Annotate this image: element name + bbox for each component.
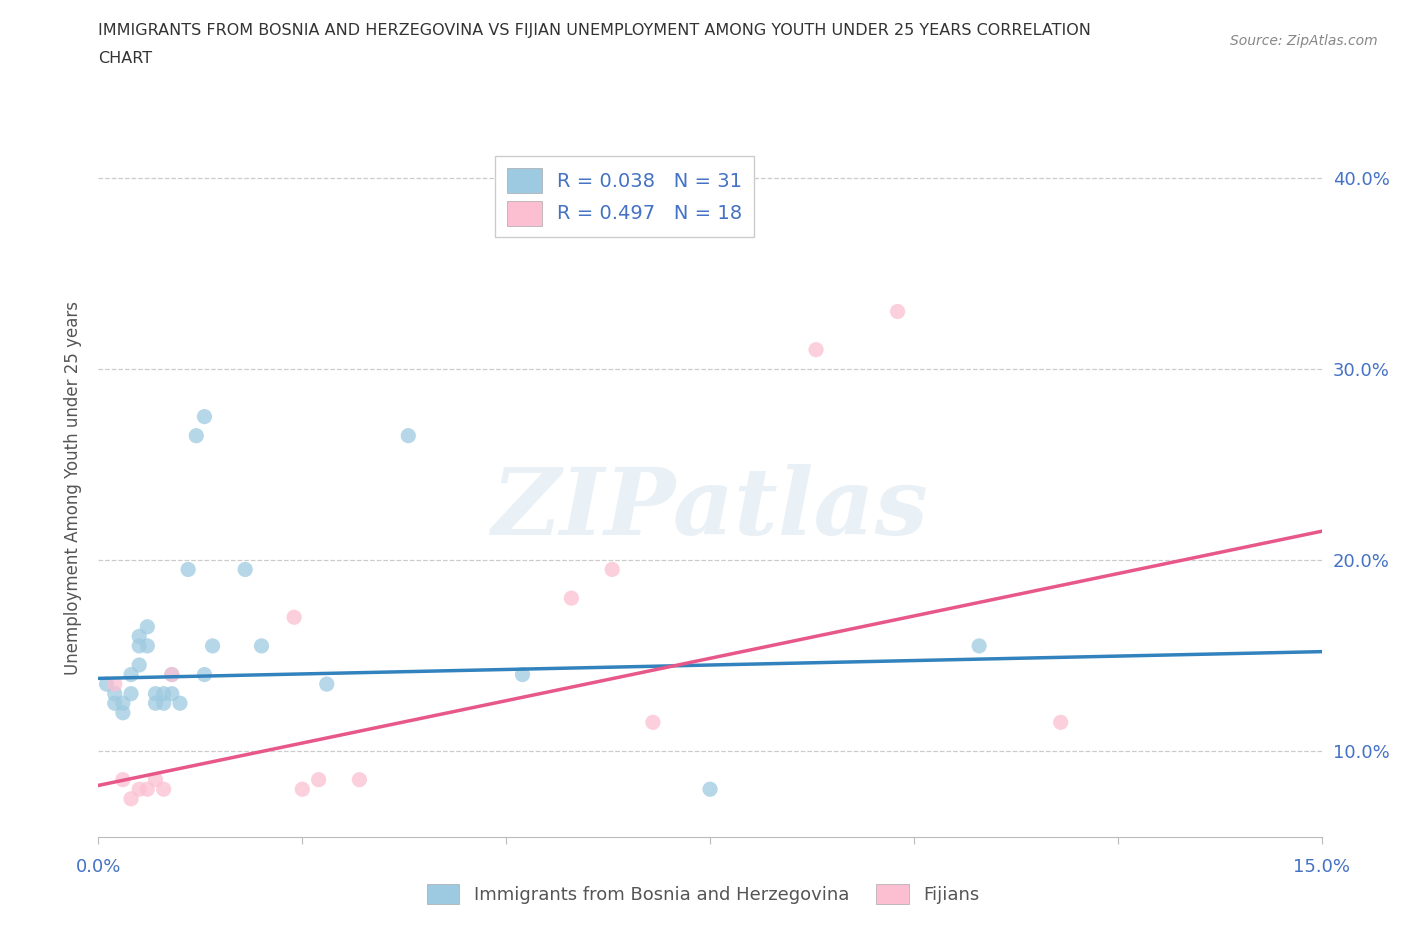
Point [145, 686, 167, 701]
Text: 0.0%: 0.0% [76, 857, 121, 876]
Text: IMMIGRANTS FROM BOSNIA AND HERZEGOVINA VS FIJIAN UNEMPLOYMENT AMONG YOUTH UNDER : IMMIGRANTS FROM BOSNIA AND HERZEGOVINA V… [98, 23, 1091, 38]
Point [160, 667, 183, 682]
Point [160, 686, 183, 701]
Point [152, 686, 174, 701]
Point [193, 409, 215, 424]
Point [177, 562, 200, 577]
Point [1049, 715, 1071, 730]
Point [136, 782, 159, 797]
Point [104, 677, 127, 692]
Point [128, 782, 150, 797]
Point [308, 772, 330, 787]
Point [120, 686, 142, 701]
Point [145, 696, 167, 711]
Point [349, 772, 371, 787]
Point [120, 667, 142, 682]
Point [641, 715, 664, 730]
Text: CHART: CHART [98, 51, 152, 66]
Point [291, 782, 314, 797]
Point [128, 639, 150, 654]
Text: 15.0%: 15.0% [1294, 857, 1350, 876]
Point [104, 686, 127, 701]
Point [201, 639, 224, 654]
Point [804, 342, 827, 357]
Point [967, 639, 990, 654]
Text: Source: ZipAtlas.com: Source: ZipAtlas.com [1230, 34, 1378, 48]
Point [160, 667, 183, 682]
Point [600, 562, 623, 577]
Legend: Immigrants from Bosnia and Herzegovina, Fijians: Immigrants from Bosnia and Herzegovina, … [419, 876, 987, 911]
Point [111, 772, 134, 787]
Legend: R = 0.038   N = 31, R = 0.497   N = 18: R = 0.038 N = 31, R = 0.497 N = 18 [495, 156, 754, 237]
Point [96, 677, 118, 692]
Point [699, 782, 721, 797]
Point [560, 591, 582, 605]
Point [315, 677, 337, 692]
Point [169, 696, 191, 711]
Point [512, 667, 534, 682]
Point [233, 562, 256, 577]
Point [136, 619, 159, 634]
Point [193, 667, 215, 682]
Point [104, 696, 127, 711]
Point [186, 428, 208, 443]
Point [145, 772, 167, 787]
Point [886, 304, 908, 319]
Point [152, 782, 174, 797]
Text: ZIPatlas: ZIPatlas [492, 464, 928, 554]
Point [111, 705, 134, 720]
Point [128, 629, 150, 644]
Point [128, 658, 150, 672]
Point [283, 610, 305, 625]
Point [136, 639, 159, 654]
Y-axis label: Unemployment Among Youth under 25 years: Unemployment Among Youth under 25 years [65, 301, 83, 675]
Point [120, 791, 142, 806]
Point [396, 428, 419, 443]
Point [111, 696, 134, 711]
Point [152, 696, 174, 711]
Point [250, 639, 273, 654]
